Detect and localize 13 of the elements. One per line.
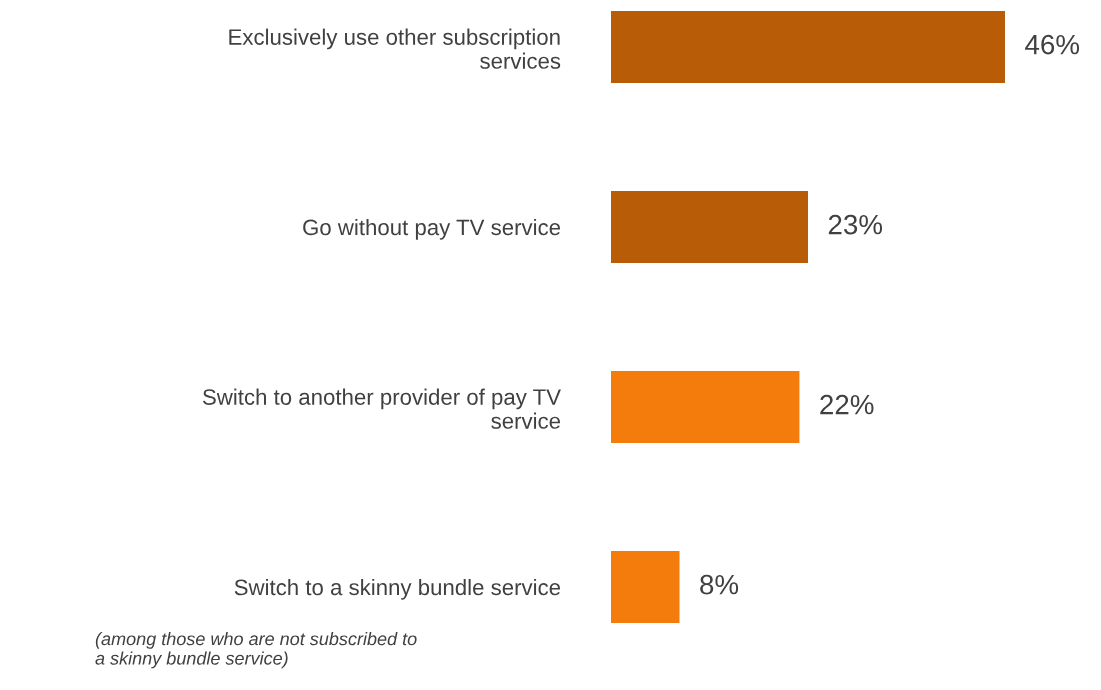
data-label: 8% <box>700 574 739 595</box>
data-label: 22% <box>820 394 874 415</box>
text: (among those who are not subscribed to a skinny bundle service) <box>95 632 417 669</box>
data-label: 23% <box>828 214 883 235</box>
bar <box>611 551 680 623</box>
y-tick-label: Switch to another provider of pay TV service <box>202 388 561 429</box>
y-tick-label: Go without pay TV service <box>303 218 561 240</box>
y-tick-label: Switch to a skinny bundle service <box>234 578 561 600</box>
bar <box>611 191 808 263</box>
bar <box>611 11 1005 83</box>
bar <box>611 371 800 443</box>
data-label: 46% <box>1025 34 1080 55</box>
y-tick-label: Exclusively use other subscription services <box>229 28 561 69</box>
